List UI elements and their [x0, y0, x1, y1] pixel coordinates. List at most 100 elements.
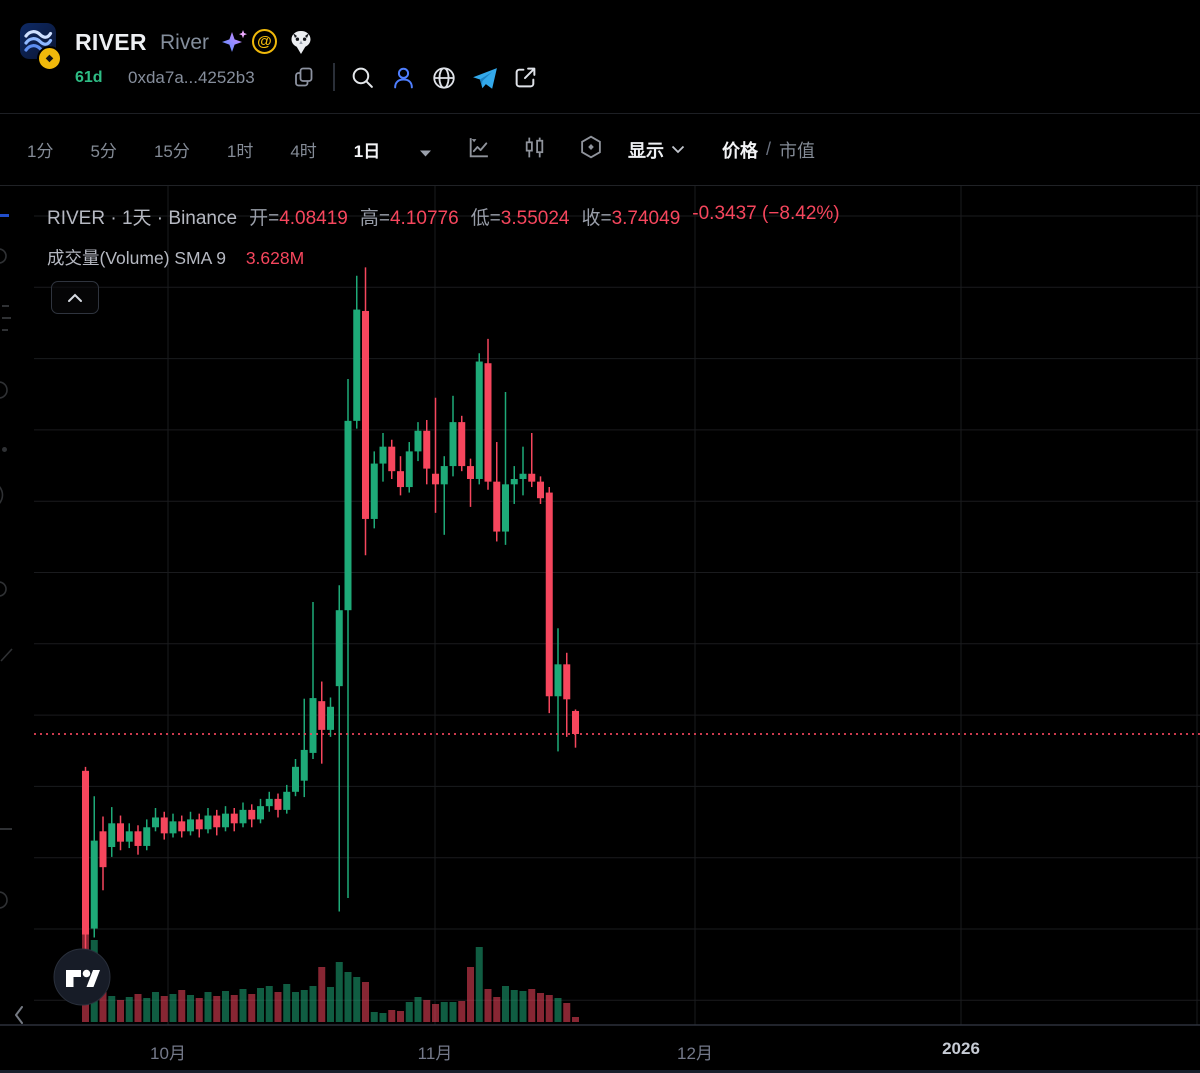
interval-dropdown-caret-icon[interactable]	[419, 145, 432, 163]
candle-body[interactable]	[274, 798, 282, 810]
toggle-slash: /	[766, 139, 772, 159]
volume-bar	[152, 992, 159, 1022]
mcap-tab[interactable]: 市值	[779, 140, 816, 161]
candle-body[interactable]	[493, 481, 501, 532]
price-mcap-toggle: 价格 / 市值	[722, 114, 815, 185]
telegram-icon[interactable]	[472, 67, 498, 96]
indicator-hexagon-icon[interactable]	[578, 134, 604, 165]
chart-type-icon[interactable]	[466, 135, 491, 165]
volume-bar	[335, 962, 343, 1022]
candle-body[interactable]	[379, 446, 387, 464]
candle-body[interactable]	[502, 484, 509, 532]
tool-fragment	[0, 891, 8, 909]
candle-body[interactable]	[300, 749, 308, 781]
candle-body[interactable]	[440, 466, 448, 485]
collapse-pane-button[interactable]	[51, 281, 99, 314]
candle-body[interactable]	[143, 827, 151, 846]
candle-body[interactable]	[563, 664, 571, 700]
candle-body[interactable]	[213, 815, 221, 828]
contract-address[interactable]: 0xda7a...4252b3	[128, 68, 255, 87]
volume-bar	[327, 987, 334, 1022]
candle-body[interactable]	[152, 817, 159, 828]
candle-body[interactable]	[397, 471, 404, 488]
candle-body[interactable]	[169, 821, 177, 834]
candle-body[interactable]	[423, 430, 431, 469]
candle-body[interactable]	[125, 831, 133, 842]
tool-fragment	[2, 447, 7, 452]
time-axis[interactable]: 10月 11月 12月 2026	[0, 1032, 1200, 1070]
candle-body[interactable]	[414, 430, 422, 452]
interval-4时[interactable]: 4时	[290, 142, 317, 161]
candle-body[interactable]	[335, 610, 343, 687]
tradingview-logo[interactable]	[53, 948, 111, 1006]
volume-label[interactable]: 成交量(Volume) SMA 9	[47, 248, 226, 268]
interval-1时[interactable]: 1时	[226, 142, 254, 161]
volume-bar	[230, 995, 238, 1022]
collapse-left-panel-chevron-icon[interactable]	[12, 1003, 26, 1032]
candle-body[interactable]	[528, 473, 536, 482]
interval-15分[interactable]: 15分	[153, 142, 190, 161]
candle-body[interactable]	[362, 310, 369, 519]
interval-1日[interactable]: 1日	[353, 142, 381, 161]
candle-body[interactable]	[178, 821, 186, 832]
candle-body[interactable]	[99, 831, 107, 868]
candle-body[interactable]	[318, 701, 326, 730]
candle-body[interactable]	[283, 791, 291, 810]
candle-body[interactable]	[222, 813, 229, 828]
candle-body[interactable]	[292, 766, 299, 792]
eagle-icon[interactable]	[289, 30, 313, 61]
candle-body[interactable]	[327, 706, 334, 730]
candle-body[interactable]	[554, 664, 562, 697]
search-icon[interactable]	[350, 65, 375, 95]
candle-body[interactable]	[510, 478, 518, 485]
candle-body[interactable]	[344, 420, 352, 611]
candle-body[interactable]	[519, 473, 527, 479]
candle-body[interactable]	[90, 840, 98, 929]
candle-body[interactable]	[475, 361, 483, 479]
candle-body[interactable]	[187, 819, 194, 832]
candle-body[interactable]	[467, 466, 474, 479]
candle-body[interactable]	[484, 363, 492, 482]
candle-body[interactable]	[405, 451, 413, 488]
candle-body[interactable]	[108, 823, 116, 848]
profile-icon[interactable]	[391, 65, 416, 95]
volume-bar	[405, 1002, 413, 1022]
header: ◆ RIVER River @ 61d 0xda7a...4252b3	[0, 0, 1200, 114]
candlestick-style-icon[interactable]	[522, 135, 547, 165]
candle-body[interactable]	[545, 492, 553, 697]
candle-body[interactable]	[204, 815, 212, 830]
candle-body[interactable]	[134, 831, 142, 846]
candle-body[interactable]	[572, 710, 579, 734]
candle-body[interactable]	[449, 422, 457, 467]
volume-bar	[309, 986, 317, 1022]
share-external-link-icon[interactable]	[513, 65, 538, 95]
candle-body[interactable]	[265, 798, 273, 807]
candle-body[interactable]	[309, 698, 317, 753]
interval-5分[interactable]: 5分	[90, 142, 117, 161]
volume-bar	[493, 997, 501, 1022]
copy-address-icon[interactable]	[293, 66, 315, 93]
candle-body[interactable]	[370, 463, 378, 519]
interval-1分[interactable]: 1分	[27, 142, 54, 161]
candle-body[interactable]	[257, 806, 264, 820]
display-dropdown[interactable]: 显示	[628, 114, 685, 185]
candle-body[interactable]	[248, 809, 256, 820]
candle-body[interactable]	[117, 823, 124, 842]
candle-body[interactable]	[432, 473, 439, 485]
alpha-at-badge-icon[interactable]: @	[252, 29, 277, 54]
open-value: 4.08419	[279, 208, 348, 229]
candle-body[interactable]	[458, 422, 466, 467]
volume-bar	[475, 947, 483, 1022]
candle-body[interactable]	[82, 770, 89, 935]
candle-body[interactable]	[239, 809, 247, 824]
website-globe-icon[interactable]	[431, 65, 457, 96]
candle-body[interactable]	[388, 446, 396, 472]
candle-body[interactable]	[230, 813, 238, 824]
candle-body[interactable]	[160, 817, 168, 834]
legend-title[interactable]: RIVER · 1天 · Binance	[47, 208, 238, 229]
candle-body[interactable]	[537, 481, 544, 499]
price-tab[interactable]: 价格	[722, 140, 758, 161]
candle-body[interactable]	[195, 819, 203, 830]
volume-bar	[510, 990, 518, 1022]
candle-body[interactable]	[353, 309, 361, 421]
